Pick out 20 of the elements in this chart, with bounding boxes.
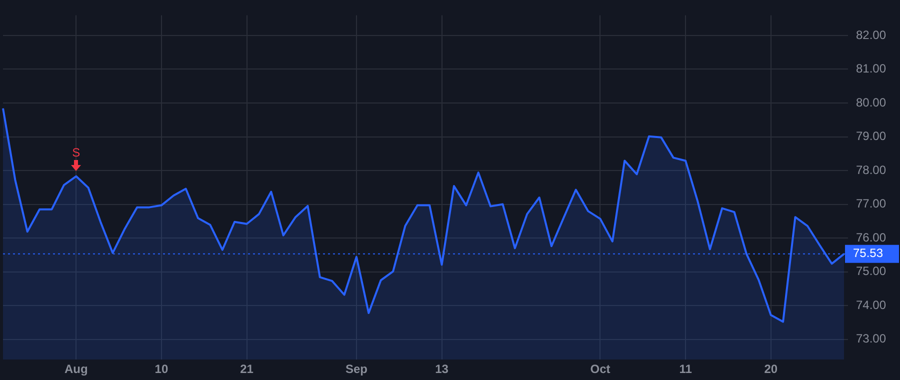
x-tick-label: Aug <box>64 362 88 376</box>
y-tick-label: 80.00 <box>856 95 886 110</box>
y-tick-label: 73.00 <box>856 332 886 346</box>
y-tick-label: 76.00 <box>856 230 886 244</box>
y-tick-label: 74.00 <box>856 298 886 312</box>
x-tick-label: 10 <box>154 362 168 376</box>
x-tick-label: Sep <box>345 362 368 376</box>
x-tick-label: 20 <box>764 362 778 376</box>
x-tick-label: 21 <box>240 362 254 376</box>
y-tick-label: 75.00 <box>856 264 886 278</box>
annotation: S <box>72 146 80 160</box>
x-tick-label: 13 <box>435 362 449 376</box>
y-tick-label: 82.00 <box>856 28 886 42</box>
y-tick-label: 77.00 <box>856 196 886 211</box>
y-tick-label: 78.00 <box>856 162 886 177</box>
x-tick-label: Oct <box>590 362 610 376</box>
ref-line-label: 75.53 <box>853 246 884 260</box>
y-tick-label: 81.00 <box>856 62 886 76</box>
x-tick-label: 11 <box>679 362 692 376</box>
y-tick-label: 79.00 <box>856 129 886 144</box>
